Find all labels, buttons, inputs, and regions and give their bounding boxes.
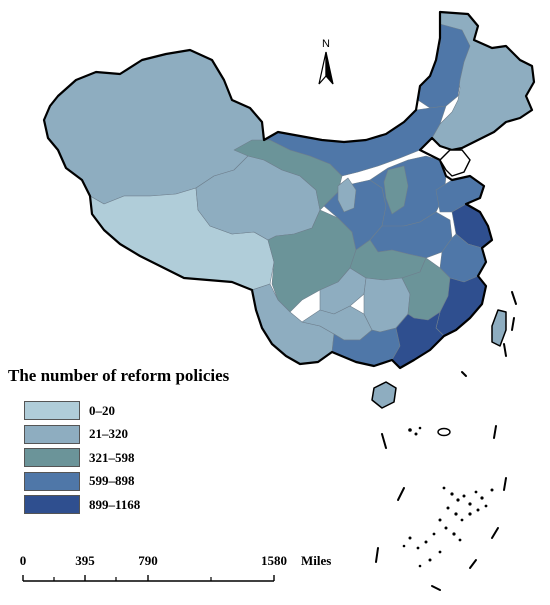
legend-item: 321–598 <box>24 446 268 470</box>
scale-tick-label: 1580 <box>261 553 287 568</box>
zhongsha-islands <box>437 427 451 437</box>
scale-tick-label: 395 <box>75 553 95 568</box>
south-china-sea-islands <box>402 426 494 568</box>
legend-item: 899–1168 <box>24 493 268 517</box>
legend-title: The number of reform policies <box>8 366 230 385</box>
country-border <box>42 10 536 370</box>
region-shanxi <box>383 165 409 215</box>
legend-swatch <box>24 495 80 515</box>
region-taiwan <box>491 309 507 347</box>
north-arrow: N <box>312 38 340 88</box>
legend-swatch <box>24 401 80 421</box>
legend-swatch <box>24 471 80 491</box>
legend-label: 899–1168 <box>89 496 141 512</box>
legend-label: 21–320 <box>89 426 128 442</box>
scale-tick-label: 0 <box>19 553 27 568</box>
legend-label: 0–20 <box>89 402 115 418</box>
legend-swatch <box>24 424 80 444</box>
map-legend: The number of reform policies 0–20 21–320… <box>8 366 268 517</box>
region-hainan <box>371 381 397 409</box>
scale-unit-label: Miles <box>301 553 332 568</box>
south-china-sea-dashes <box>375 291 517 591</box>
legend-items: 0–20 21–320 321–598 599–898 899–1168 <box>8 399 268 517</box>
north-arrow-icon <box>318 51 334 85</box>
scale-bar-line <box>22 575 275 582</box>
map-regions <box>43 11 535 409</box>
legend-label: 321–598 <box>89 449 135 465</box>
legend-item: 0–20 <box>24 399 268 423</box>
scale-bar: 0 395 790 1580 Miles <box>12 551 352 591</box>
region-ningxia <box>337 177 357 213</box>
legend-swatch <box>24 448 80 468</box>
bohai-bay <box>439 149 471 177</box>
legend-label: 599–898 <box>89 473 135 489</box>
legend-item: 21–320 <box>24 423 268 447</box>
legend-item: 599–898 <box>24 470 268 494</box>
north-letter: N <box>322 38 330 50</box>
scale-tick-label: 790 <box>138 553 158 568</box>
